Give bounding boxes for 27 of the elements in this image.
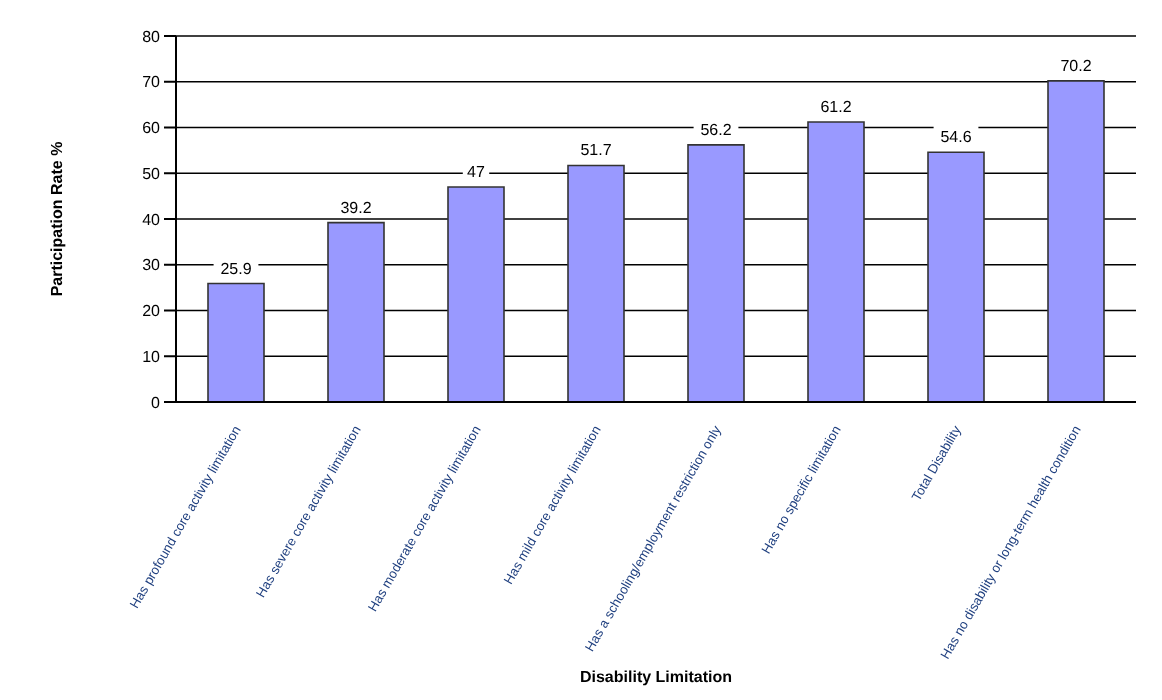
bar — [807, 121, 865, 402]
data-label: 54.6 — [940, 128, 973, 147]
data-label: 47 — [467, 162, 486, 181]
y-axis-title: Participation Rate % — [47, 141, 66, 297]
data-label: 51.7 — [580, 141, 613, 160]
y-tick-label: 0 — [151, 393, 162, 412]
bar — [207, 282, 265, 402]
y-tick-label: 40 — [142, 210, 162, 229]
y-tick-label: 30 — [142, 256, 162, 275]
data-label: 25.9 — [220, 259, 253, 278]
data-label: 56.2 — [700, 120, 733, 139]
data-label: 61.2 — [820, 98, 853, 117]
y-tick-label: 80 — [142, 27, 162, 46]
bar — [327, 221, 385, 402]
x-axis-title: Disability Limitation — [579, 668, 733, 686]
bar — [567, 164, 625, 402]
y-tick-label: 10 — [142, 347, 162, 366]
bar — [447, 186, 505, 402]
y-tick-label: 60 — [142, 119, 162, 138]
bar — [1047, 80, 1105, 402]
y-tick-label: 70 — [142, 73, 162, 92]
y-tick-label: 50 — [142, 164, 162, 183]
bar — [927, 151, 985, 402]
y-tick-label: 20 — [142, 302, 162, 321]
data-label: 70.2 — [1060, 56, 1093, 75]
data-label: 39.2 — [340, 198, 373, 217]
bar — [687, 144, 745, 402]
